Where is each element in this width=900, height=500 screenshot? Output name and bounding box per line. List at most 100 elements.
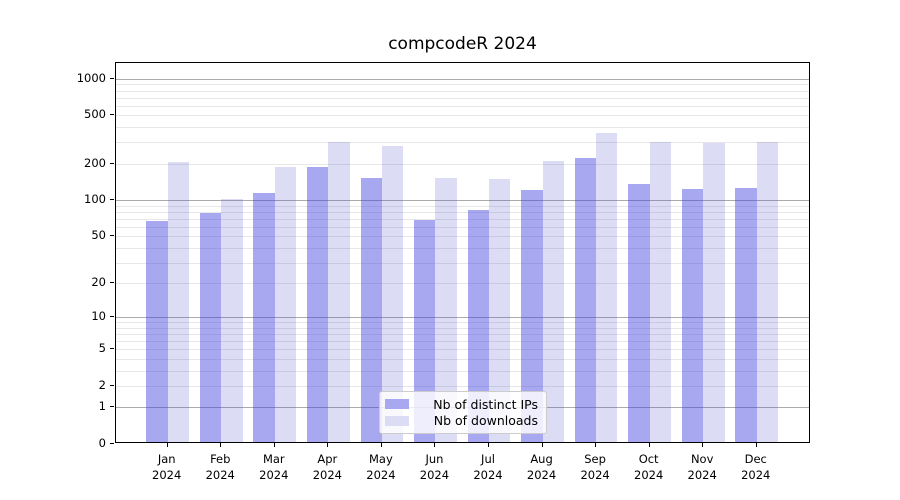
grid-line-minor bbox=[116, 247, 809, 249]
grid-line-minor bbox=[116, 334, 809, 336]
legend-item-distinct-ips: Nb of distinct IPs bbox=[385, 397, 538, 412]
x-tick-label: Aug 2024 bbox=[526, 452, 557, 482]
y-tick-mark bbox=[110, 406, 114, 408]
x-tick-label: Apr 2024 bbox=[312, 452, 342, 482]
grid-line-minor bbox=[116, 358, 809, 360]
grid-line-major bbox=[116, 78, 809, 80]
grid-line-minor bbox=[116, 322, 809, 324]
bar-downloads bbox=[221, 198, 243, 442]
y-tick-mark bbox=[110, 162, 114, 164]
bar-distinct-ips bbox=[146, 220, 168, 442]
x-tick-label: Jun 2024 bbox=[419, 452, 450, 482]
y-tick-mark bbox=[110, 384, 114, 386]
legend: Nb of distinct IPs Nb of downloads bbox=[379, 391, 547, 434]
bar-distinct-ips bbox=[253, 193, 275, 442]
bar-downloads bbox=[596, 132, 618, 442]
x-tick-mark bbox=[327, 443, 329, 447]
legend-swatch-downloads bbox=[385, 415, 409, 426]
x-tick-mark bbox=[541, 443, 543, 447]
y-tick-label: 20 bbox=[91, 275, 106, 290]
bar-distinct-ips bbox=[467, 210, 489, 442]
grid-line-major bbox=[116, 200, 809, 202]
y-tick-label: 500 bbox=[84, 107, 106, 122]
x-tick-label: Jan 2024 bbox=[152, 452, 182, 482]
x-tick-mark bbox=[220, 443, 222, 447]
grid-line-minor bbox=[116, 226, 809, 228]
grid-line-minor bbox=[116, 341, 809, 343]
legend-swatch-distinct-ips bbox=[385, 399, 409, 410]
grid-line-minor bbox=[116, 218, 809, 220]
bar-downloads bbox=[649, 141, 672, 442]
grid-line-minor bbox=[116, 90, 809, 92]
bar-distinct-ips bbox=[521, 190, 543, 442]
bar-distinct-ips bbox=[735, 188, 757, 442]
bar-distinct-ips bbox=[628, 183, 650, 442]
grid-line-major bbox=[116, 317, 809, 319]
chart-title: compcodeR 2024 bbox=[388, 34, 537, 54]
y-tick-label: 1 bbox=[98, 399, 106, 414]
bar-downloads bbox=[542, 161, 564, 442]
bar-downloads bbox=[489, 178, 511, 442]
x-tick-mark bbox=[434, 443, 436, 447]
bar-downloads bbox=[435, 178, 457, 442]
grid-line-minor bbox=[116, 211, 809, 213]
legend-label-distinct-ips: Nb of distinct IPs bbox=[433, 396, 538, 412]
bar-distinct-ips bbox=[574, 158, 597, 442]
x-tick-mark bbox=[273, 443, 275, 447]
grid-line-minor bbox=[116, 349, 809, 351]
grid-line-minor bbox=[116, 262, 809, 264]
grid-line-minor bbox=[116, 205, 809, 207]
x-tick-mark bbox=[755, 443, 757, 447]
grid-line-minor bbox=[116, 105, 809, 107]
bar-distinct-ips bbox=[199, 213, 222, 442]
bar-distinct-ips bbox=[360, 178, 382, 442]
legend-label-downloads: Nb of downloads bbox=[433, 413, 538, 429]
y-tick-label: 200 bbox=[84, 155, 106, 170]
x-tick-mark bbox=[166, 443, 168, 447]
grid-line-minor bbox=[116, 115, 809, 117]
grid-line-minor bbox=[116, 283, 809, 285]
y-tick-label: 2 bbox=[98, 377, 106, 392]
grid-line-minor bbox=[116, 327, 809, 329]
y-tick-label: 10 bbox=[91, 309, 106, 324]
bar-downloads bbox=[381, 145, 404, 442]
y-tick-label: 0 bbox=[98, 436, 106, 450]
bar-downloads bbox=[756, 142, 779, 442]
y-tick-mark bbox=[110, 443, 114, 444]
y-tick-mark bbox=[110, 235, 114, 237]
legend-item-downloads: Nb of downloads bbox=[385, 413, 538, 428]
x-tick-mark bbox=[702, 443, 704, 447]
grid-line-minor bbox=[116, 163, 809, 165]
x-tick-label: Jul 2024 bbox=[473, 452, 503, 482]
x-tick-label: Mar 2024 bbox=[259, 452, 289, 482]
bar-distinct-ips bbox=[414, 219, 436, 442]
y-tick-mark bbox=[110, 114, 114, 116]
y-tick-mark bbox=[110, 348, 114, 350]
bar-downloads bbox=[328, 141, 350, 442]
x-tick-mark bbox=[488, 443, 489, 447]
y-tick-label: 100 bbox=[84, 192, 106, 207]
grid-line-minor bbox=[116, 142, 809, 144]
grid-line-minor bbox=[116, 127, 809, 129]
x-tick-label: Feb 2024 bbox=[205, 452, 235, 482]
x-tick-label: Sep 2024 bbox=[580, 452, 610, 482]
y-tick-label: 50 bbox=[91, 228, 106, 243]
x-tick-mark bbox=[380, 443, 382, 447]
x-tick-label: Nov 2024 bbox=[687, 452, 717, 482]
plot-area bbox=[115, 62, 810, 443]
bar-downloads bbox=[703, 143, 725, 442]
x-tick-mark bbox=[595, 443, 597, 447]
bar-distinct-ips bbox=[681, 189, 704, 442]
grid-line-minor bbox=[116, 84, 809, 86]
y-tick-mark bbox=[110, 282, 114, 284]
grid-line-minor bbox=[116, 385, 809, 387]
grid-line-minor bbox=[116, 236, 809, 238]
y-tick-label: 5 bbox=[98, 341, 106, 356]
y-tick-mark bbox=[110, 316, 114, 318]
y-tick-mark bbox=[110, 199, 114, 201]
x-tick-label: Oct 2024 bbox=[634, 452, 664, 482]
bar-distinct-ips bbox=[306, 167, 329, 442]
y-tick-mark bbox=[110, 77, 114, 79]
x-tick-label: May 2024 bbox=[366, 452, 396, 482]
